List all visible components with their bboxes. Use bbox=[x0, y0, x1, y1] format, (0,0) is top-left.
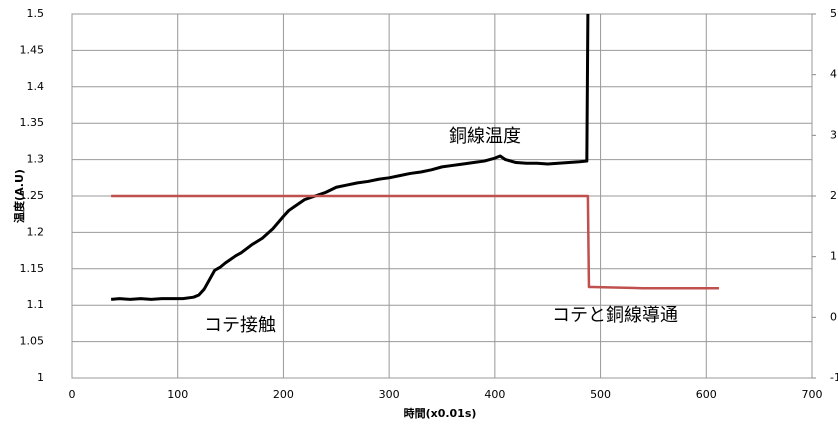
x-tick-label: 400 bbox=[484, 388, 505, 401]
x-tick-label: 100 bbox=[167, 388, 188, 401]
y-tick-label: 1.05 bbox=[20, 335, 45, 348]
y-tick-label: 1.45 bbox=[20, 43, 45, 56]
y2-tick-label: 0 bbox=[830, 310, 837, 323]
y-tick-label: 1.4 bbox=[27, 80, 45, 93]
annotation: コテと銅線導通 bbox=[552, 305, 678, 326]
y-tick-label: 1.5 bbox=[27, 7, 45, 20]
y-tick-label: 1.35 bbox=[20, 116, 45, 129]
y-axis-label: 温度(A.U) bbox=[12, 169, 26, 223]
x-tick-label: 500 bbox=[590, 388, 611, 401]
y2-tick-label: 5 bbox=[830, 7, 837, 20]
x-tick-label: 700 bbox=[802, 388, 823, 401]
y2-tick-label: 1 bbox=[830, 250, 837, 263]
x-tick-label: 0 bbox=[69, 388, 76, 401]
y-tick-label: 1.2 bbox=[27, 225, 45, 238]
data-line bbox=[111, 194, 719, 290]
y-tick-label: 1 bbox=[37, 371, 44, 384]
annotation: 銅線温度 bbox=[449, 126, 521, 147]
x-tick-label: 300 bbox=[379, 388, 400, 401]
y2-tick-label: 3 bbox=[830, 128, 837, 141]
y2-tick-label: 2 bbox=[830, 189, 837, 202]
x-tick-label: 600 bbox=[696, 388, 717, 401]
y-tick-label: 1.15 bbox=[20, 262, 45, 275]
x-tick-label: 200 bbox=[273, 388, 294, 401]
y-tick-label: 1.1 bbox=[27, 298, 45, 311]
y-tick-label: 1.25 bbox=[20, 189, 45, 202]
y2-tick-label: 4 bbox=[830, 68, 837, 81]
x-axis-label: 時間(x0.01s) bbox=[404, 406, 477, 420]
y2-tick-label: -1 bbox=[830, 371, 838, 384]
y-tick-label: 1.3 bbox=[27, 153, 45, 166]
annotation: コテ接触 bbox=[204, 315, 276, 336]
data-line bbox=[110, 13, 590, 301]
